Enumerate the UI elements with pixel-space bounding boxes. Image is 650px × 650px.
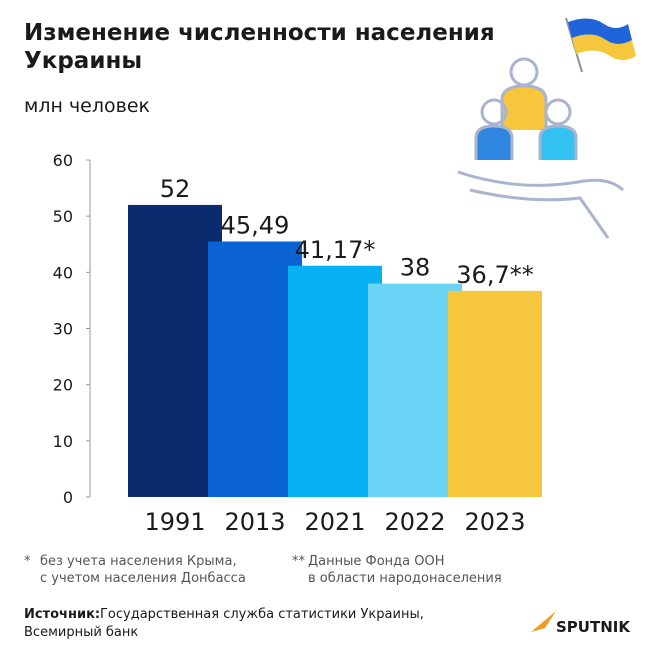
value-label: 52	[160, 175, 191, 203]
x-tick-label: 1991	[144, 508, 205, 536]
subtitle: млн человек	[24, 95, 150, 117]
y-tick-label: 60	[53, 151, 73, 170]
x-tick-label: 2023	[464, 508, 525, 536]
chart-title: Украины	[24, 48, 142, 74]
x-tick-label: 2022	[384, 508, 445, 536]
y-tick-label: 40	[53, 263, 73, 282]
y-tick-label: 30	[53, 320, 73, 339]
flag-icon	[565, 17, 636, 73]
footnote-marker: **	[292, 554, 306, 569]
footnote: Данные Фонда ООН	[308, 554, 445, 569]
logo-icon	[531, 611, 556, 632]
value-label: 38	[400, 254, 431, 282]
footnote: без учета населения Крыма,	[40, 554, 237, 569]
value-label: 36,7**	[456, 261, 533, 289]
x-tick-label: 2021	[304, 508, 365, 536]
chart-title: Изменение численности населения	[24, 20, 495, 46]
source: Государственная служба статистики Украин…	[100, 607, 424, 622]
footnote: с учетом населения Донбасса	[40, 571, 246, 586]
y-tick-label: 0	[63, 488, 73, 507]
people-icon	[457, 57, 625, 239]
bar	[368, 283, 462, 497]
bar	[208, 241, 302, 497]
logo: SPUTNIK	[556, 618, 631, 636]
bar	[288, 265, 382, 497]
footnote-marker: *	[24, 554, 31, 569]
source: Всемирный банк	[24, 625, 138, 640]
y-tick-label: 50	[53, 207, 73, 226]
y-tick-label: 20	[53, 376, 73, 395]
x-tick-label: 2013	[224, 508, 285, 536]
bar	[128, 204, 222, 497]
bar	[448, 290, 542, 497]
value-label: 45,49	[221, 211, 290, 239]
y-tick-label: 10	[53, 432, 73, 451]
source-label: Источник:	[24, 607, 100, 622]
footnote: в области народонаселения	[308, 571, 502, 586]
value-label: 41,17*	[295, 236, 376, 264]
